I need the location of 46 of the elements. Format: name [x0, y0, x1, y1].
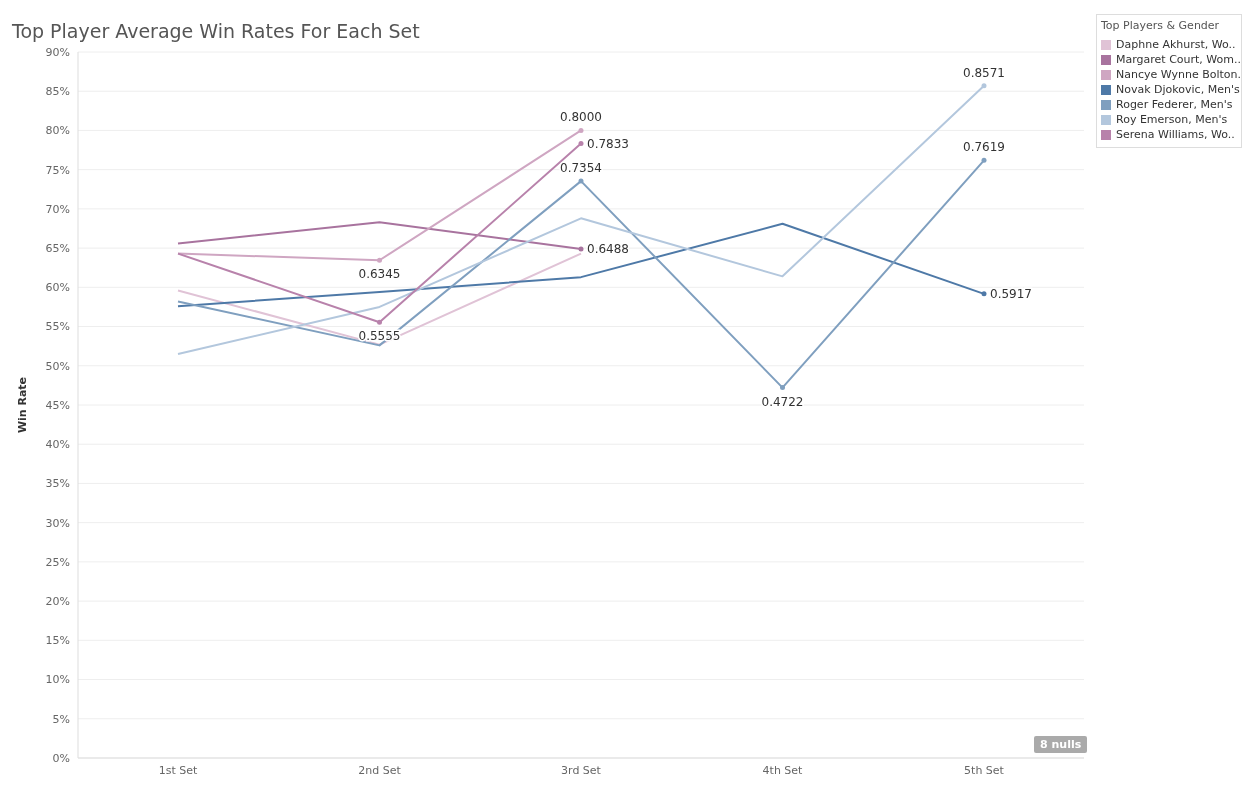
x-tick-label: 4th Set	[762, 763, 804, 777]
line-series	[177, 159, 985, 389]
y-tick-label: 5%	[52, 712, 70, 726]
y-tick-label: 60%	[45, 281, 70, 295]
y-tick-label: 70%	[45, 202, 70, 216]
legend-label: Novak Djokovic, Men's	[1116, 83, 1240, 96]
data-label: 0.6345	[358, 267, 401, 282]
data-label: 0.7354	[560, 161, 602, 176]
data-label: 0.4722	[761, 394, 804, 409]
legend-label: Roy Emerson, Men's	[1116, 113, 1228, 126]
data-label: 0.7619	[963, 140, 1005, 155]
chart-title: Top Player Average Win Rates For Each Set	[12, 20, 420, 42]
legend-label: Daphne Akhurst, Wo..	[1116, 38, 1236, 51]
data-label: 0.6488	[587, 242, 629, 257]
y-tick-label: 40%	[45, 438, 70, 452]
data-label: 0.7833	[587, 136, 629, 151]
y-tick-label: 55%	[45, 320, 70, 334]
legend-label: Serena Williams, Wo..	[1116, 128, 1235, 141]
y-tick-label: 50%	[45, 359, 70, 373]
legend-title: Top Players & Gender	[1101, 19, 1221, 32]
data-label: 0.8000	[560, 110, 602, 125]
y-tick-label: 85%	[45, 85, 70, 99]
y-tick-label: 30%	[45, 516, 70, 530]
x-tick-label: 2nd Set	[358, 763, 402, 777]
x-tick-label: 5th Set	[964, 763, 1005, 777]
y-tick-label: 35%	[45, 477, 70, 491]
x-tick-label: 1st Set	[158, 763, 198, 777]
y-tick-label: 15%	[45, 634, 70, 648]
y-tick-label: 20%	[45, 595, 70, 609]
data-label: 0.5917	[990, 286, 1032, 301]
y-axis-title: Win Rate	[15, 376, 29, 434]
legend-label: Roger Federer, Men's	[1116, 98, 1233, 111]
y-tick-label: 90%	[45, 45, 70, 59]
data-label: 0.8571	[963, 65, 1005, 80]
x-tick-label: 3rd Set	[561, 763, 602, 777]
y-tick-label: 10%	[45, 673, 70, 687]
y-tick-label: 25%	[45, 555, 70, 569]
y-tick-label: 75%	[45, 163, 70, 177]
y-tick-label: 45%	[45, 398, 70, 412]
y-tick-label: 65%	[45, 242, 70, 256]
legend-label: Margaret Court, Wom..	[1116, 53, 1242, 66]
y-tick-label: 80%	[45, 124, 70, 138]
legend-label: Nancye Wynne Bolton..	[1116, 68, 1242, 81]
y-tick-label: 0%	[52, 751, 70, 765]
annotation: 8 nulls	[1034, 736, 1088, 753]
line-series	[177, 222, 985, 308]
